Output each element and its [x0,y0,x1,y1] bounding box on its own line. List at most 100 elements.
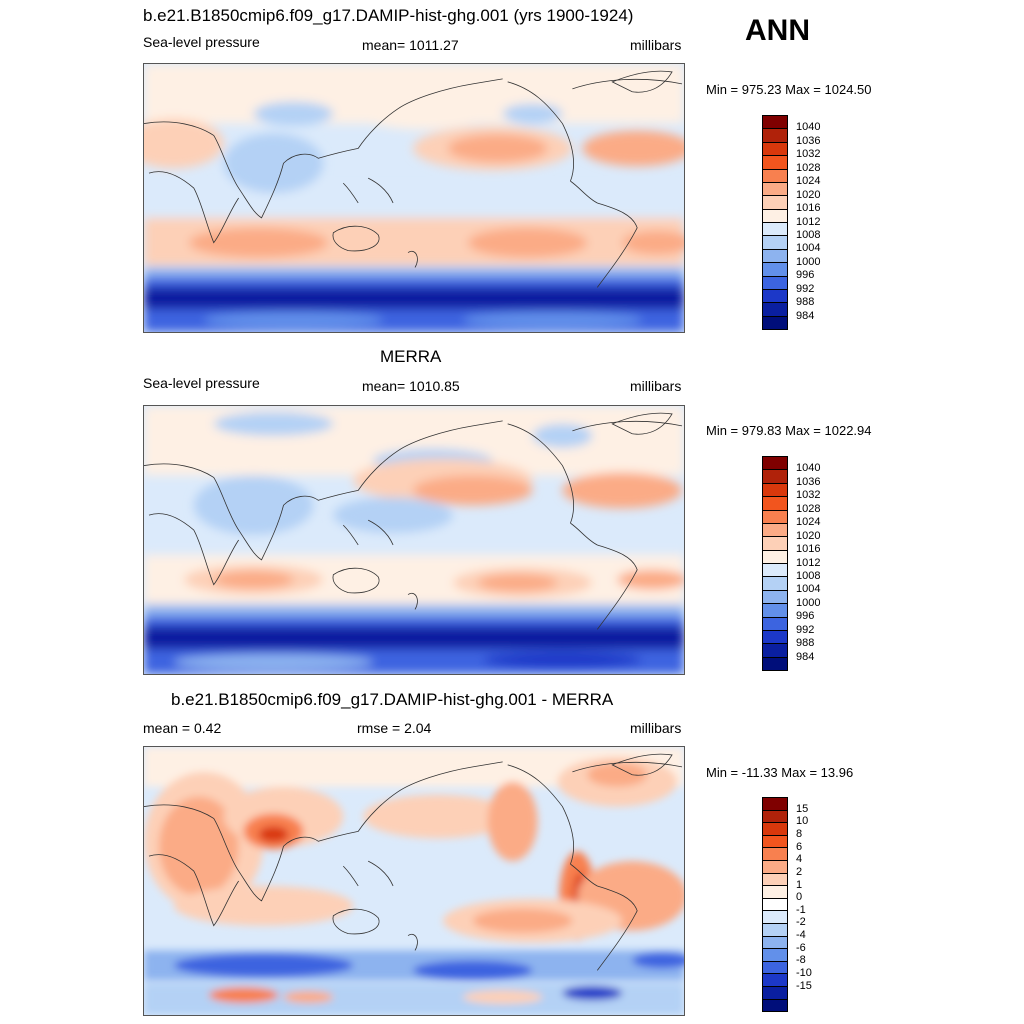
colorbar-1 [762,115,788,330]
colorbar-swatch [763,617,787,631]
colorbar-swatch [763,223,787,237]
colorbar-tick-label: 992 [796,623,815,636]
colorbar-tick-label: 1 [796,878,803,891]
colorbar-tick-label: -10 [796,967,812,980]
panel-1-title: b.e21.B1850cmip6.f09_g17.DAMIP-hist-ghg.… [143,6,634,25]
colorbar-tick-label: -4 [796,929,806,942]
colorbar-swatch [763,949,787,962]
colorbar-swatch [763,196,787,210]
colorbar-tick-label: -1 [796,903,806,916]
colorbar-swatch [763,169,787,183]
colorbar-swatch [763,860,787,874]
colorbar-tick-label: 10 [796,815,809,828]
colorbar-tick-label: 1008 [796,569,821,582]
colorbar-swatch [763,483,787,498]
colorbar-tick-label: 4 [796,853,803,866]
panel-2-map [143,405,685,675]
colorbar-tick-label: 15 [796,802,809,815]
colorbar-tick-label: 1020 [796,188,821,201]
colorbar-tick-label: 996 [796,269,815,282]
colorbar-swatch [763,156,787,170]
colorbar-swatch [763,289,787,304]
colorbar-swatch [763,182,787,197]
colorbar-swatch [763,142,787,157]
colorbar-swatch [763,657,787,670]
colorbar-tick-label: 1024 [796,175,821,188]
colorbar-swatch [763,823,787,836]
season-label: ANN [745,14,810,47]
panel-3-units-label: millibars [630,720,682,736]
colorbar-swatch [763,898,787,912]
panel-3-mean-label: mean = 0.42 [143,720,222,736]
panel-1-left-label: Sea-level pressure [143,34,260,50]
colorbar-swatch [763,316,787,329]
colorbar-swatch [763,644,787,658]
colorbar-swatch [763,129,787,143]
colorbar-swatch [763,911,787,924]
colorbar-tick-label: 1040 [796,121,821,134]
colorbar-swatch [763,923,787,937]
colorbar-swatch [763,236,787,250]
panel-3-title: b.e21.B1850cmip6.f09_g17.DAMIP-hist-ghg.… [171,690,614,709]
colorbar-tick-label: 0 [796,891,803,904]
colorbar-tick-label: 984 [796,309,815,322]
colorbar-tick-label: 992 [796,282,815,295]
colorbar-swatch [763,209,787,223]
colorbar-swatch [763,961,787,975]
colorbar-tick-label: -2 [796,916,806,929]
colorbar-tick-label: 984 [796,650,815,663]
panel-1-minmax: Min = 975.23 Max = 1024.50 [706,82,872,97]
colorbar-swatch [763,564,787,578]
colorbar-tick-label: 1028 [796,161,821,174]
colorbar-tick-label: 1036 [796,475,821,488]
colorbar-swatch [763,999,787,1012]
colorbar-tick-label: 2 [796,865,803,878]
colorbar-tick-label: 988 [796,296,815,309]
colorbar-swatch [763,986,787,1000]
colorbar-swatch [763,974,787,987]
colorbar-swatch [763,523,787,538]
colorbar-tick-label: 1036 [796,134,821,147]
colorbar-tick-label: -8 [796,954,806,967]
panel-2-mean-label: mean= 1010.85 [362,378,460,394]
panel-1-mean-label: mean= 1011.27 [362,37,459,53]
colorbar-swatch [763,590,787,605]
colorbar-tick-label: 1028 [796,502,821,515]
colorbar-swatch [763,470,787,484]
colorbar-swatch [763,116,787,130]
colorbar-tick-label: 1012 [796,215,821,228]
colorbar-tick-label: 988 [796,637,815,650]
colorbar-swatch [763,873,787,887]
panel-3-map [143,746,685,1016]
colorbar-tick-label: 1032 [796,148,821,161]
colorbar-swatch [763,249,787,264]
colorbar-swatch [763,276,787,290]
colorbar-tick-label: 996 [796,610,815,623]
colorbar-tick-label: 1020 [796,529,821,542]
colorbar-swatch [763,936,787,950]
colorbar-tick-label: 1016 [796,202,821,215]
colorbar-3 [762,797,788,1012]
colorbar-2 [762,456,788,671]
colorbar-tick-label: 1012 [796,556,821,569]
colorbar-tick-label: 1016 [796,543,821,556]
panel-3-rmse-label: rmse = 2.04 [357,720,432,736]
colorbar-swatch [763,457,787,471]
colorbar-swatch [763,848,787,861]
colorbar-tick-label: -6 [796,941,806,954]
panel-1-units-label: millibars [630,37,682,53]
colorbar-swatch [763,630,787,645]
colorbar-tick-label: 1032 [796,489,821,502]
colorbar-swatch [763,497,787,511]
colorbar-swatch [763,550,787,564]
colorbar-tick-label: 8 [796,827,803,840]
colorbar-tick-label: 1040 [796,462,821,475]
colorbar-tick-label: 1000 [796,255,821,268]
colorbar-swatch [763,798,787,811]
colorbar-swatch [763,537,787,551]
colorbar-tick-label: -15 [796,979,812,992]
panel-2-units-label: millibars [630,378,682,394]
colorbar-tick-label: 1000 [796,596,821,609]
colorbar-swatch [763,886,787,899]
colorbar-swatch [763,835,787,849]
